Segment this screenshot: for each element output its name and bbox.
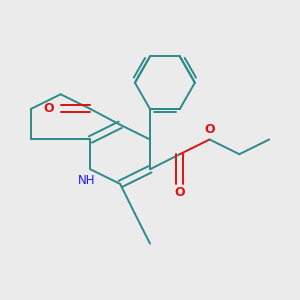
- Text: NH: NH: [78, 174, 96, 187]
- Text: O: O: [204, 123, 215, 136]
- Text: O: O: [43, 103, 54, 116]
- Text: O: O: [175, 186, 185, 199]
